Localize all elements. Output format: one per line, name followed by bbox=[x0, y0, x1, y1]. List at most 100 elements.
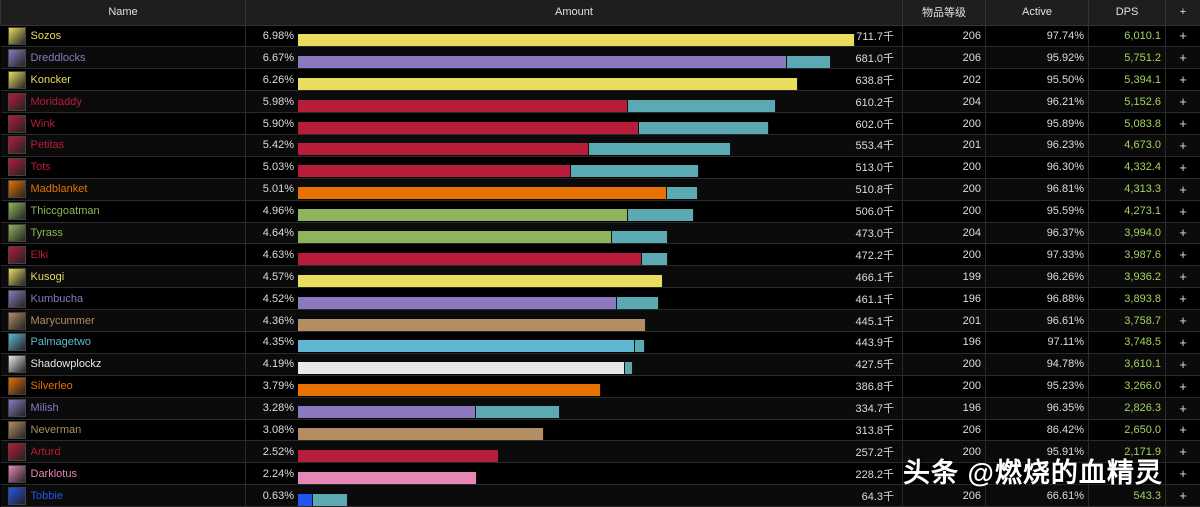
table-row[interactable]: Dreddlocks 6.67% 681.0千 206 95.92% 5,751… bbox=[1, 47, 1200, 69]
table-row[interactable]: Elki 4.63% 472.2千 200 97.33% 3,987.6 + bbox=[1, 244, 1200, 266]
table-row[interactable]: Neverman 3.08% 313.8千 206 86.42% 2,650.0… bbox=[1, 419, 1200, 441]
player-cell[interactable]: Arturd bbox=[1, 441, 246, 463]
header-name[interactable]: Name bbox=[1, 0, 246, 25]
table-row[interactable]: Thiccgoatman 4.96% 506.0千 200 95.59% 4,2… bbox=[1, 200, 1200, 222]
player-name[interactable]: Kumbucha bbox=[31, 293, 84, 305]
expand-row-button[interactable]: + bbox=[1166, 441, 1200, 463]
table-row[interactable]: Marycummer 4.36% 445.1千 201 96.61% 3,758… bbox=[1, 310, 1200, 332]
player-name[interactable]: Tobbie bbox=[31, 490, 63, 502]
player-cell[interactable]: Koncker bbox=[1, 69, 246, 91]
expand-row-button[interactable]: + bbox=[1166, 463, 1200, 485]
expand-row-button[interactable]: + bbox=[1166, 397, 1200, 419]
player-name[interactable]: Thiccgoatman bbox=[31, 205, 100, 217]
expand-row-button[interactable]: + bbox=[1166, 200, 1200, 222]
player-name[interactable]: Kusogi bbox=[31, 271, 65, 283]
player-cell[interactable]: Neverman bbox=[1, 419, 246, 441]
player-cell[interactable]: Kusogi bbox=[1, 266, 246, 288]
table-row[interactable]: Koncker 6.26% 638.8千 202 95.50% 5,394.1 … bbox=[1, 69, 1200, 91]
header-dps[interactable]: DPS bbox=[1089, 0, 1166, 25]
player-cell[interactable]: Marycummer bbox=[1, 310, 246, 332]
dps-value: 3,893.8 bbox=[1089, 288, 1166, 310]
player-name[interactable]: Marycummer bbox=[31, 315, 95, 327]
player-name[interactable]: Darklotus bbox=[31, 468, 77, 480]
table-row[interactable]: Kusogi 4.57% 466.1千 199 96.26% 3,936.2 + bbox=[1, 266, 1200, 288]
expand-row-button[interactable]: + bbox=[1166, 156, 1200, 178]
player-name[interactable]: Neverman bbox=[31, 424, 82, 436]
player-name[interactable]: Tyrass bbox=[31, 227, 63, 239]
expand-row-button[interactable]: + bbox=[1166, 266, 1200, 288]
table-row[interactable]: Madblanket 5.01% 510.8千 200 96.81% 4,313… bbox=[1, 178, 1200, 200]
expand-row-button[interactable]: + bbox=[1166, 485, 1200, 507]
player-cell[interactable]: Kumbucha bbox=[1, 288, 246, 310]
player-cell[interactable]: Shadowplockz bbox=[1, 353, 246, 375]
player-cell[interactable]: Tots bbox=[1, 156, 246, 178]
player-cell[interactable]: Sozos bbox=[1, 25, 246, 47]
player-cell[interactable]: Darklotus bbox=[1, 463, 246, 485]
expand-row-button[interactable]: + bbox=[1166, 113, 1200, 135]
player-name[interactable]: Wink bbox=[31, 118, 55, 130]
table-row[interactable]: Milish 3.28% 334.7千 196 96.35% 2,826.3 + bbox=[1, 397, 1200, 419]
header-item-level[interactable]: 物品等级 bbox=[903, 0, 986, 25]
player-name[interactable]: Tots bbox=[31, 161, 51, 173]
expand-row-button[interactable]: + bbox=[1166, 222, 1200, 244]
damage-bar-pet bbox=[589, 143, 731, 155]
expand-row-button[interactable]: + bbox=[1166, 310, 1200, 332]
table-row[interactable]: Shadowplockz 4.19% 427.5千 200 94.78% 3,6… bbox=[1, 353, 1200, 375]
table-row[interactable]: Kumbucha 4.52% 461.1千 196 96.88% 3,893.8… bbox=[1, 288, 1200, 310]
player-cell[interactable]: Tyrass bbox=[1, 222, 246, 244]
player-name[interactable]: Koncker bbox=[31, 74, 71, 86]
expand-row-button[interactable]: + bbox=[1166, 244, 1200, 266]
expand-row-button[interactable]: + bbox=[1166, 91, 1200, 113]
player-cell[interactable]: Silverleo bbox=[1, 375, 246, 397]
table-row[interactable]: Wink 5.90% 602.0千 200 95.89% 5,083.8 + bbox=[1, 113, 1200, 135]
rogue-outlaw-icon bbox=[8, 27, 26, 45]
player-cell[interactable]: Milish bbox=[1, 397, 246, 419]
damage-total: 257.2千 bbox=[855, 444, 894, 460]
table-row[interactable]: Moridaddy 5.98% 610.2千 204 96.21% 5,152.… bbox=[1, 91, 1200, 113]
player-name[interactable]: Silverleo bbox=[31, 380, 73, 392]
expand-row-button[interactable]: + bbox=[1166, 25, 1200, 47]
expand-row-button[interactable]: + bbox=[1166, 47, 1200, 69]
expand-row-button[interactable]: + bbox=[1166, 134, 1200, 156]
player-cell[interactable]: Wink bbox=[1, 113, 246, 135]
player-cell[interactable]: Elki bbox=[1, 244, 246, 266]
expand-row-button[interactable]: + bbox=[1166, 375, 1200, 397]
player-name[interactable]: Palmagetwo bbox=[31, 336, 92, 348]
player-name[interactable]: Elki bbox=[31, 249, 49, 261]
damage-bar-pet bbox=[617, 297, 659, 309]
table-row[interactable]: Tyrass 4.64% 473.0千 204 96.37% 3,994.0 + bbox=[1, 222, 1200, 244]
player-cell[interactable]: Tobbie bbox=[1, 485, 246, 507]
player-cell[interactable]: Palmagetwo bbox=[1, 331, 246, 353]
expand-row-button[interactable]: + bbox=[1166, 331, 1200, 353]
player-cell[interactable]: Moridaddy bbox=[1, 91, 246, 113]
damage-total: 228.2千 bbox=[855, 466, 894, 482]
damage-total: 610.2千 bbox=[855, 94, 894, 110]
header-add-column-button[interactable]: + bbox=[1166, 0, 1200, 25]
player-name[interactable]: Sozos bbox=[31, 30, 62, 42]
table-row[interactable]: Petitas 5.42% 553.4千 201 96.23% 4,673.0 … bbox=[1, 134, 1200, 156]
header-active[interactable]: Active bbox=[986, 0, 1089, 25]
player-name[interactable]: Milish bbox=[31, 402, 59, 414]
player-name[interactable]: Moridaddy bbox=[31, 96, 82, 108]
expand-row-button[interactable]: + bbox=[1166, 353, 1200, 375]
player-name[interactable]: Madblanket bbox=[31, 183, 88, 195]
expand-row-button[interactable]: + bbox=[1166, 178, 1200, 200]
table-row[interactable]: Silverleo 3.79% 386.8千 200 95.23% 3,266.… bbox=[1, 375, 1200, 397]
player-name[interactable]: Petitas bbox=[31, 139, 65, 151]
player-name[interactable]: Shadowplockz bbox=[31, 358, 102, 370]
player-cell[interactable]: Thiccgoatman bbox=[1, 200, 246, 222]
dps-value: 5,751.2 bbox=[1089, 47, 1166, 69]
player-name[interactable]: Arturd bbox=[31, 446, 61, 458]
expand-row-button[interactable]: + bbox=[1166, 288, 1200, 310]
expand-row-button[interactable]: + bbox=[1166, 69, 1200, 91]
player-cell[interactable]: Petitas bbox=[1, 134, 246, 156]
table-row[interactable]: Palmagetwo 4.35% 443.9千 196 97.11% 3,748… bbox=[1, 331, 1200, 353]
table-row[interactable]: Tots 5.03% 513.0千 200 96.30% 4,332.4 + bbox=[1, 156, 1200, 178]
death-knight-unholy-icon bbox=[8, 136, 26, 154]
player-name[interactable]: Dreddlocks bbox=[31, 52, 86, 64]
expand-row-button[interactable]: + bbox=[1166, 419, 1200, 441]
header-amount[interactable]: Amount bbox=[246, 0, 903, 25]
table-row[interactable]: Sozos 6.98% 711.7千 206 97.74% 6,010.1 + bbox=[1, 25, 1200, 47]
player-cell[interactable]: Dreddlocks bbox=[1, 47, 246, 69]
player-cell[interactable]: Madblanket bbox=[1, 178, 246, 200]
